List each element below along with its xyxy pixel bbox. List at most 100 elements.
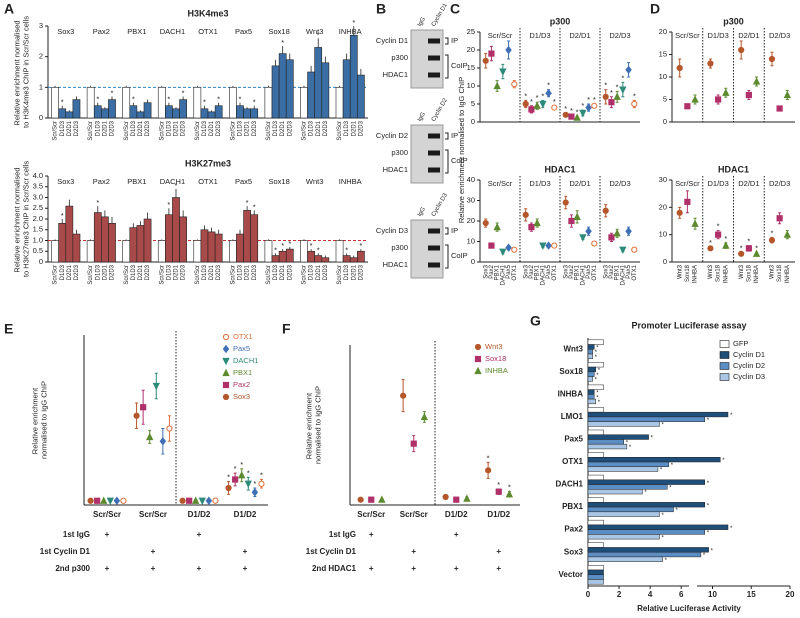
point	[783, 230, 791, 238]
point	[625, 65, 632, 75]
chart-title: H3K4me3	[187, 8, 228, 18]
condition-mark: +	[243, 564, 248, 573]
significance-mark: *	[707, 418, 710, 424]
bar-label: D1D3	[131, 120, 137, 136]
bar	[587, 376, 593, 382]
group-label: Scr/Scr	[139, 510, 167, 519]
bar-label: Scr/Scr	[195, 265, 201, 285]
point	[752, 77, 761, 85]
bar	[51, 87, 59, 119]
point	[474, 366, 482, 375]
label-line: Relative enrichment normalised	[12, 165, 21, 272]
category-label: Sox18	[268, 177, 289, 186]
bar	[587, 389, 595, 395]
bar	[143, 102, 152, 119]
bar	[300, 87, 308, 119]
significance-mark: *	[711, 548, 714, 554]
point-label: Wnt3	[708, 264, 714, 279]
bracket	[445, 227, 449, 269]
category-label: Wnt3	[306, 177, 324, 186]
point	[752, 249, 761, 257]
condition-label: 1st IgG	[63, 530, 90, 539]
y-tick-label: 40	[467, 175, 475, 184]
significance-mark: *	[564, 104, 567, 113]
group-label: Scr/Scr	[675, 31, 700, 40]
bar	[587, 502, 705, 508]
group-label: D1/D3	[707, 31, 728, 40]
point	[528, 224, 535, 231]
chart-title: p300	[550, 16, 571, 26]
point-label: INHBA	[723, 265, 729, 283]
condition-mark: +	[454, 530, 459, 539]
significance-mark: *	[740, 243, 743, 252]
y-tick-label: 0	[471, 117, 475, 126]
point-label: Sox3	[523, 264, 529, 278]
condition-label: 1st Cyclin D1	[306, 547, 357, 556]
significance-mark: *	[61, 211, 64, 220]
significance-mark: *	[352, 18, 355, 27]
x-tick-label: 0	[586, 590, 591, 599]
condition-mark: +	[105, 564, 110, 573]
point	[463, 494, 471, 502]
condition-mark: +	[496, 564, 501, 573]
bar	[271, 65, 280, 119]
condition-mark: +	[151, 564, 156, 573]
bar	[243, 210, 251, 263]
significance-mark: *	[234, 464, 237, 473]
point	[232, 476, 239, 483]
bar-label: D2D3	[110, 120, 116, 136]
category-label: OTX1	[198, 27, 218, 36]
bar	[587, 547, 709, 553]
point	[87, 497, 94, 504]
significance-mark: *	[239, 95, 242, 104]
condition-label: 2nd HDAC1	[312, 564, 357, 573]
bracket	[445, 37, 449, 79]
panel-label: E	[4, 321, 13, 337]
point	[146, 432, 154, 441]
y-tick-label: 2	[39, 52, 43, 61]
significance-mark: *	[253, 98, 256, 107]
legend-label: Pax2	[233, 380, 250, 389]
y-tick-label: 20	[467, 216, 475, 225]
point	[562, 111, 569, 118]
significance-mark: *	[246, 198, 249, 207]
bar	[278, 53, 287, 119]
y-tick-label: 20	[659, 27, 667, 36]
category-label: Pax5	[564, 435, 583, 444]
point	[602, 207, 609, 214]
point	[493, 222, 501, 231]
band	[428, 245, 440, 251]
point	[100, 496, 108, 504]
group-label: Scr/Scr	[400, 510, 428, 519]
row-label: Cyclin D1	[376, 36, 408, 45]
bar	[587, 569, 604, 575]
point	[511, 246, 518, 253]
point-label: INHBA	[693, 265, 699, 283]
group-label: D1/D3	[529, 31, 550, 40]
point	[625, 227, 632, 236]
bar	[342, 59, 351, 119]
significance-mark: *	[576, 108, 579, 117]
chart-title: p300	[723, 16, 744, 26]
significance-mark: *	[553, 97, 556, 106]
bar-label: D2D1	[245, 264, 251, 280]
significance-mark: *	[661, 535, 664, 541]
significance-mark: *	[317, 245, 320, 254]
group-label: D1/D2	[445, 510, 468, 519]
legend-label: INHBA	[485, 366, 508, 375]
point	[715, 96, 722, 103]
significance-mark: *	[508, 483, 511, 492]
lane-label: Cyclin D1	[431, 2, 449, 28]
point	[152, 382, 160, 391]
point	[608, 99, 615, 106]
group-label: D1/D3	[707, 179, 728, 188]
y-tick-label: 0.5	[33, 246, 43, 255]
point-label: Wnt3	[770, 264, 776, 279]
bar	[587, 429, 604, 435]
bar	[129, 105, 138, 119]
significance-mark: *	[755, 243, 758, 252]
y-tick-label: 2.5	[33, 203, 43, 212]
significance-mark: *	[730, 526, 733, 532]
point	[474, 355, 482, 363]
point	[619, 86, 627, 94]
